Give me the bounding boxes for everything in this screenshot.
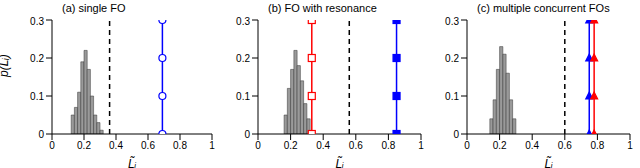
svg-text:1: 1 [418, 140, 424, 151]
svg-text:0.3: 0.3 [445, 16, 459, 27]
svg-text:1: 1 [209, 140, 215, 151]
svg-text:0: 0 [453, 129, 459, 140]
svg-text:0.3: 0.3 [30, 16, 44, 27]
svg-text:0.1: 0.1 [445, 91, 459, 102]
svg-text:0: 0 [38, 129, 44, 140]
svg-text:0: 0 [244, 129, 250, 140]
svg-text:0.4: 0.4 [525, 140, 539, 151]
svg-text:0.6: 0.6 [558, 140, 572, 151]
svg-text:0.2: 0.2 [284, 140, 298, 151]
svg-text:0.1: 0.1 [236, 91, 250, 102]
svg-text:0.4: 0.4 [316, 140, 330, 151]
svg-text:0.4: 0.4 [109, 140, 123, 151]
svg-text:L̃ᵢ: L̃ᵢ [544, 156, 553, 168]
svg-text:0.6: 0.6 [349, 140, 363, 151]
svg-text:0.3: 0.3 [236, 16, 250, 27]
svg-text:0.2: 0.2 [445, 53, 459, 64]
html-text:(a) single FO: (a) single FO [62, 2, 126, 14]
html-text:(c) multiple concurrent FOs: (c) multiple concurrent FOs [477, 2, 610, 14]
svg-text:p(L̃ᵢ): p(L̃ᵢ) [8, 54, 11, 78]
svg-text:0: 0 [49, 140, 55, 151]
svg-text:0.2: 0.2 [493, 140, 507, 151]
svg-text:0.8: 0.8 [590, 140, 604, 151]
svg-text:0.8: 0.8 [381, 140, 395, 151]
svg-text:0: 0 [464, 140, 470, 151]
svg-text:0.2: 0.2 [236, 53, 250, 64]
svg-text:L̃ᵢ: L̃ᵢ [335, 156, 344, 168]
svg-text:0.1: 0.1 [30, 91, 44, 102]
svg-text:L̃ᵢ: L̃ᵢ [128, 156, 137, 168]
svg-text:0.6: 0.6 [141, 140, 155, 151]
svg-text:0: 0 [255, 140, 261, 151]
svg-text:0.2: 0.2 [30, 53, 44, 64]
svg-text:1: 1 [627, 140, 632, 151]
svg-text:0.2: 0.2 [77, 140, 91, 151]
html-text:(b) FO with resonance: (b) FO with resonance [268, 2, 377, 14]
svg-text:0.8: 0.8 [173, 140, 187, 151]
